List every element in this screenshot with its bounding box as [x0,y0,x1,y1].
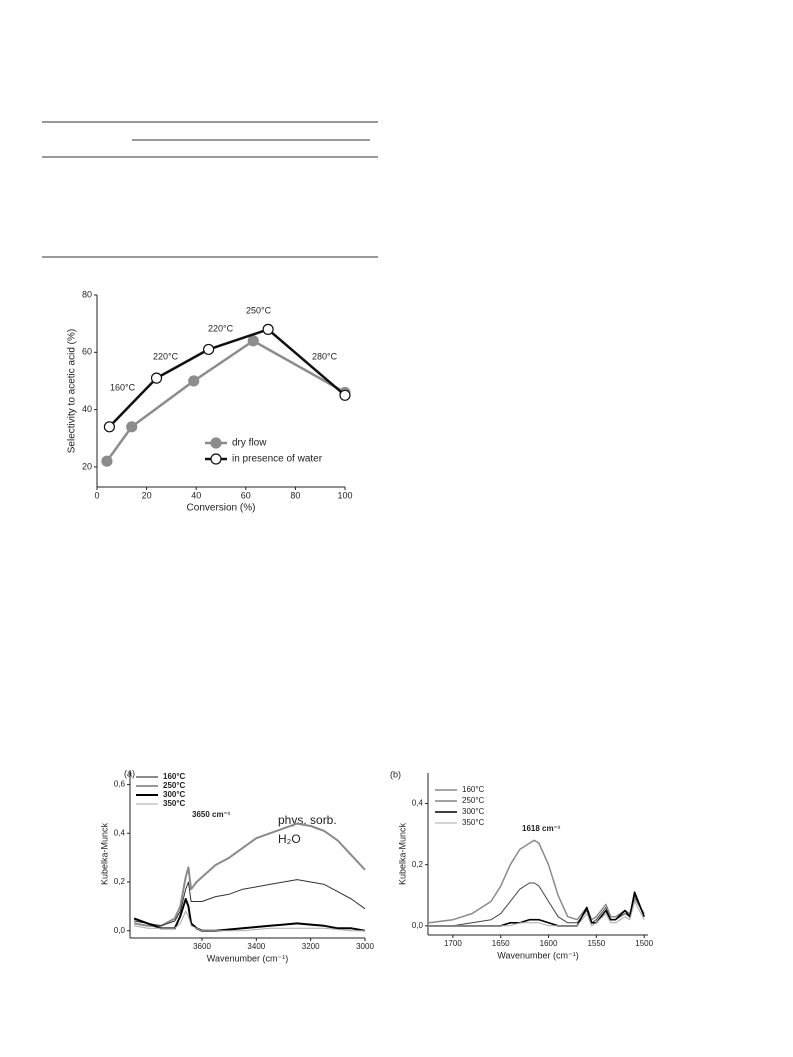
x-tick-label: 1700 [444,939,462,948]
panel-label: (a) [124,768,135,778]
data-point [262,323,274,335]
y-tick-label: 0,2 [114,877,126,886]
series-line [108,328,346,428]
series-line [429,891,645,927]
x-tick-label: 1650 [492,939,510,948]
series-line [428,839,645,924]
x-tick-label: 100 [337,490,352,500]
annotation: 220°C [208,323,234,333]
legend-label: 250°C [163,781,186,790]
annotation: 220°C [153,351,179,361]
x-axis-label: Wavenumber (cm⁻¹) [497,950,578,960]
y-tick-label: 80 [82,289,92,299]
y-tick-label: 0,6 [114,780,126,789]
y-axis-label: Selectivity to acetic acid (%) [67,329,78,454]
legend-label: 250°C [462,796,485,805]
data-point [203,343,215,356]
legend-label: dry flow [232,438,267,449]
annotation: 280°C [312,351,338,361]
y-axis-label: Kubelka-Munck [397,822,407,885]
x-tick-label: 20 [142,490,152,500]
annotation: phys. sorb. [278,813,337,827]
x-axis-label: Conversion (%) [187,503,256,514]
legend-label: 350°C [462,818,485,827]
x-tick-label: 1600 [540,939,558,948]
series-line [133,822,366,927]
annotation: 1618 cm⁻¹ [522,824,561,833]
series-line [429,900,645,927]
annotation: 250°C [246,305,272,315]
x-tick-label: 80 [290,490,300,500]
x-tick-label: 3200 [302,942,320,951]
x-tick-label: 3000 [356,942,374,951]
annotation: H₂O [278,832,301,846]
data-point [126,421,138,433]
legend-marker [210,437,222,449]
annotation: 3650 cm⁻¹ [192,810,231,819]
data-point [247,335,259,347]
y-tick-label: 0,2 [412,860,424,869]
x-tick-label: 1550 [587,939,605,948]
y-axis-label: Kubelka-Munck [99,822,109,885]
data-point [339,389,351,401]
legend-label: 160°C [163,772,186,781]
panel-label: (b) [390,769,401,779]
legend-marker [210,453,222,465]
legend-label: 350°C [163,799,186,808]
data-point [188,375,200,387]
x-tick-label: 40 [191,490,201,500]
x-tick-label: 60 [241,490,251,500]
y-tick-label: 0,4 [114,828,126,837]
data-point [103,421,116,433]
legend-label: 160°C [462,785,485,794]
legend-label: 300°C [462,807,485,816]
y-tick-label: 40 [82,404,92,414]
series-line [133,898,366,932]
data-point [150,372,163,384]
series-line [134,879,366,927]
x-tick-label: 3400 [247,942,265,951]
annotation: 160°C [110,382,136,392]
series-line [134,910,365,932]
data-point [101,455,113,467]
y-tick-label: 0,4 [412,799,424,808]
x-tick-label: 1500 [635,939,653,948]
x-axis-label: Wavenumber (cm⁻¹) [207,953,288,963]
y-tick-label: 0,0 [412,921,424,930]
x-tick-label: 0 [94,490,99,500]
legend-label: in presence of water [232,454,323,465]
y-tick-label: 0,0 [114,926,126,935]
y-tick-label: 60 [82,347,92,357]
y-tick-label: 20 [82,461,92,471]
legend-label: 300°C [163,790,186,799]
x-tick-label: 3600 [193,942,211,951]
